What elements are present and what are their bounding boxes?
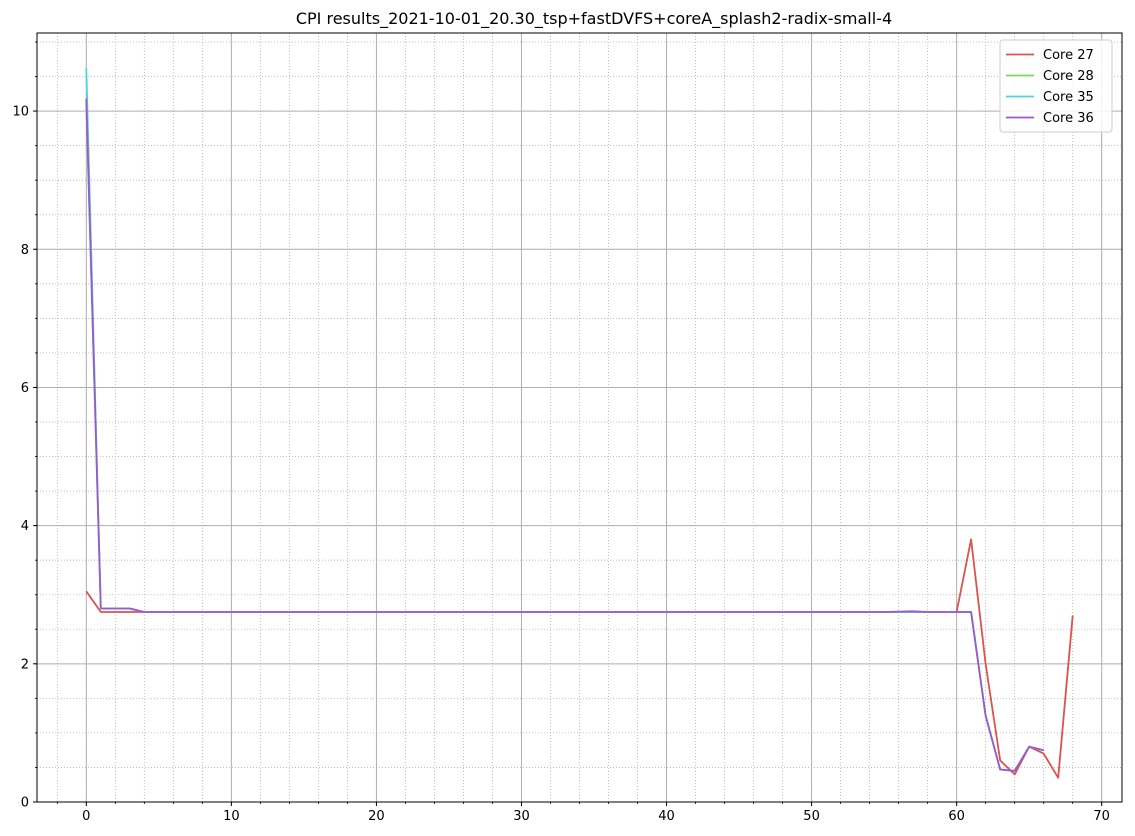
grid	[37, 33, 1122, 803]
x-tick-label: 60	[948, 809, 965, 824]
y-tick-label: 2	[21, 657, 29, 672]
series-lines	[85, 68, 1074, 779]
y-tick-label: 0	[21, 796, 29, 811]
axis-ticks: 0 10 20 30 40 50 60 70 0 2 4 6 8 10	[12, 41, 1110, 824]
y-tick-label: 4	[21, 519, 29, 534]
legend-label: Core 35	[1043, 90, 1094, 105]
legend-label: Core 28	[1043, 69, 1094, 84]
y-tick-label: 6	[21, 381, 29, 396]
legend-box	[999, 39, 1113, 133]
x-tick-label: 50	[803, 809, 820, 824]
x-tick-label: 10	[223, 809, 240, 824]
x-tick-label: 30	[513, 809, 530, 824]
x-tick-label: 40	[658, 809, 675, 824]
y-tick-label: 8	[21, 243, 29, 258]
x-tick-label: 70	[1093, 809, 1110, 824]
legend-label: Core 27	[1043, 48, 1094, 63]
series-line-core-35	[85, 68, 1044, 772]
x-tick-label: 0	[82, 809, 90, 824]
x-tick-label: 20	[368, 809, 385, 824]
chart-title: CPI results_2021-10-01_20.30_tsp+fastDVF…	[296, 9, 892, 29]
series-line-core-36	[85, 98, 1044, 772]
legend-label: Core 36	[1043, 111, 1094, 126]
legend: Core 27 Core 28 Core 35 Core 36	[999, 39, 1113, 133]
series-line-core-27	[85, 538, 1074, 779]
series-line-core-28	[85, 104, 1044, 772]
y-tick-label: 10	[12, 105, 29, 120]
